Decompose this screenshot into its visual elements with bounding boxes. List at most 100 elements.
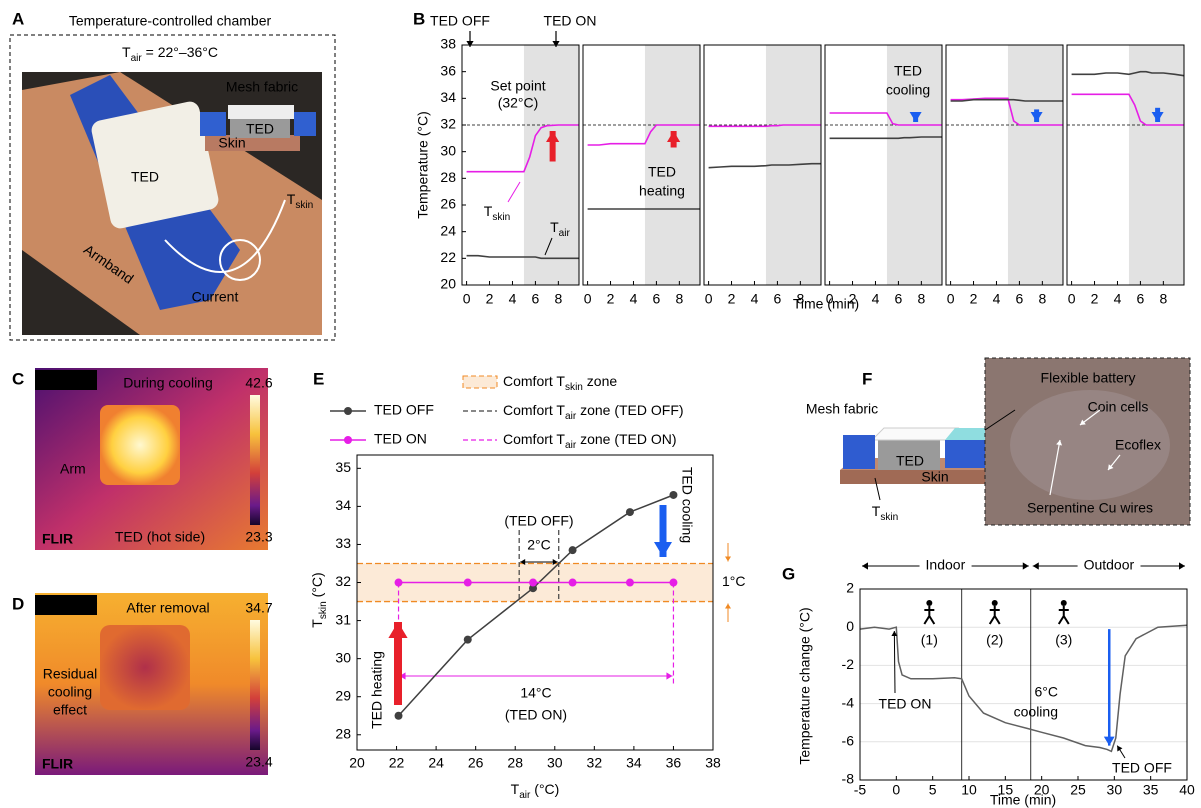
icon [926, 600, 933, 606]
t-air-label-part: T [122, 44, 131, 60]
y-tick-label: 32 [335, 573, 351, 589]
scale-max: 42.6 [245, 375, 272, 391]
arrow-head [1030, 112, 1043, 122]
x-tick-label: 0 [584, 291, 592, 307]
t-air-label: Tair = 22°–36°C [122, 44, 218, 64]
y-tick-label: 28 [440, 169, 456, 185]
current-symbol [219, 239, 261, 281]
x-tick-label: 2 [607, 291, 615, 307]
brand: FLIR [42, 531, 73, 547]
readout: ~31.2 [38, 596, 74, 612]
arrow-head [520, 559, 526, 565]
scale-max: 34.7 [245, 600, 272, 616]
x-tick-label: 28 [507, 755, 523, 771]
panel-label: A [12, 9, 24, 28]
image-title: After removal [126, 600, 209, 616]
battery-photo-detail [1010, 390, 1170, 500]
image-label: Arm [60, 461, 86, 477]
annotation: cooling [1014, 704, 1058, 720]
chamber-box [9, 34, 336, 341]
image-label: effect [53, 702, 87, 718]
arrow-head [1117, 745, 1123, 752]
x-tick-label: 0 [892, 782, 900, 798]
panel-label: E [313, 369, 324, 388]
x-tick-label: 32 [587, 755, 603, 771]
y-tick-label: 20 [440, 276, 456, 292]
annotation: TED OFF [430, 13, 490, 29]
annotation: TED OFF [1112, 760, 1172, 776]
frame [1066, 44, 1185, 286]
leader [984, 409, 1016, 431]
photo-label-part: T [287, 191, 296, 207]
readout-unit: °C [82, 593, 98, 609]
marker [463, 635, 472, 644]
x-axis-label: Time (min) [793, 296, 859, 312]
y-tick-label: -6 [842, 733, 855, 749]
arrow [546, 131, 560, 162]
skin-layer [205, 135, 300, 151]
marker [669, 490, 678, 499]
y-tick-label: -8 [842, 771, 855, 787]
readout: ~42.3 [38, 371, 74, 387]
x-tick-label: 34 [626, 755, 642, 771]
diagram-label: Skin [921, 469, 948, 485]
x-tick-label: 2 [486, 291, 494, 307]
leader [544, 237, 553, 256]
y-tick-label: 28 [335, 725, 351, 741]
y-tick-label: 34 [440, 89, 456, 105]
x-tick-label: 6 [1137, 291, 1145, 307]
arrow [909, 112, 922, 122]
t-air-label-part: = 22°–36°C [142, 44, 218, 60]
marker [394, 711, 403, 720]
frame [356, 454, 714, 751]
color-scale [250, 620, 260, 750]
photo-label: Flexible battery [1041, 370, 1136, 386]
legend-label-part: air [565, 411, 577, 422]
t-air-label-part: air [131, 53, 143, 64]
x-axis-label: Time (min) [990, 792, 1056, 808]
arrow-head [909, 112, 922, 122]
x-tick-label: 0 [463, 291, 471, 307]
y-tick-label: 35 [335, 459, 351, 475]
y-axis-label: Tskin (°C) [309, 572, 329, 627]
shade [523, 45, 579, 285]
shade [886, 45, 942, 285]
x-tick-label: 4 [751, 291, 759, 307]
y-axis-label: Temperature (°C) [415, 111, 431, 219]
annotation-part: T [484, 203, 493, 219]
arrow-head [1080, 419, 1086, 425]
x-tick-label: 8 [554, 291, 562, 307]
line [1071, 70, 1185, 77]
marker [625, 508, 634, 517]
arrow-head [891, 631, 898, 637]
ted-block [878, 440, 940, 470]
y-axis-label: Temperature change (°C) [797, 607, 813, 764]
x-tick-label: 10 [961, 782, 977, 798]
arrow-head [552, 559, 558, 565]
panel-label: B [413, 9, 425, 28]
line [397, 494, 674, 717]
band-piece [843, 435, 875, 469]
marker [568, 578, 577, 587]
legend-label: Comfort Tskin zone [503, 373, 617, 393]
annotation: cooling [886, 82, 930, 98]
x-tick-label: 15 [998, 782, 1014, 798]
label-bg [919, 556, 972, 573]
diagram-label: TED [896, 453, 924, 469]
chamber-title: Temperature-controlled chamber [69, 13, 272, 29]
arrow-shaft [1049, 439, 1061, 496]
legend-label: TED ON [374, 431, 427, 447]
arrow-head [1103, 736, 1115, 746]
legend-label: Comfort Tair zone (TED OFF) [503, 402, 684, 422]
x-axis-label-part: (°C) [530, 781, 559, 797]
annotation: (TED ON) [505, 707, 567, 723]
readout-box [35, 595, 97, 615]
x-tick-label: 4 [630, 291, 638, 307]
photo-label: Tskin [287, 191, 314, 211]
x-axis-label-part: air [519, 790, 531, 801]
annotation: 6°C [1035, 684, 1059, 700]
photo-label: Skin [218, 135, 245, 151]
annotation: 14°C [520, 685, 551, 701]
ted-device [91, 101, 219, 229]
diagram-label-part: skin [880, 512, 898, 523]
